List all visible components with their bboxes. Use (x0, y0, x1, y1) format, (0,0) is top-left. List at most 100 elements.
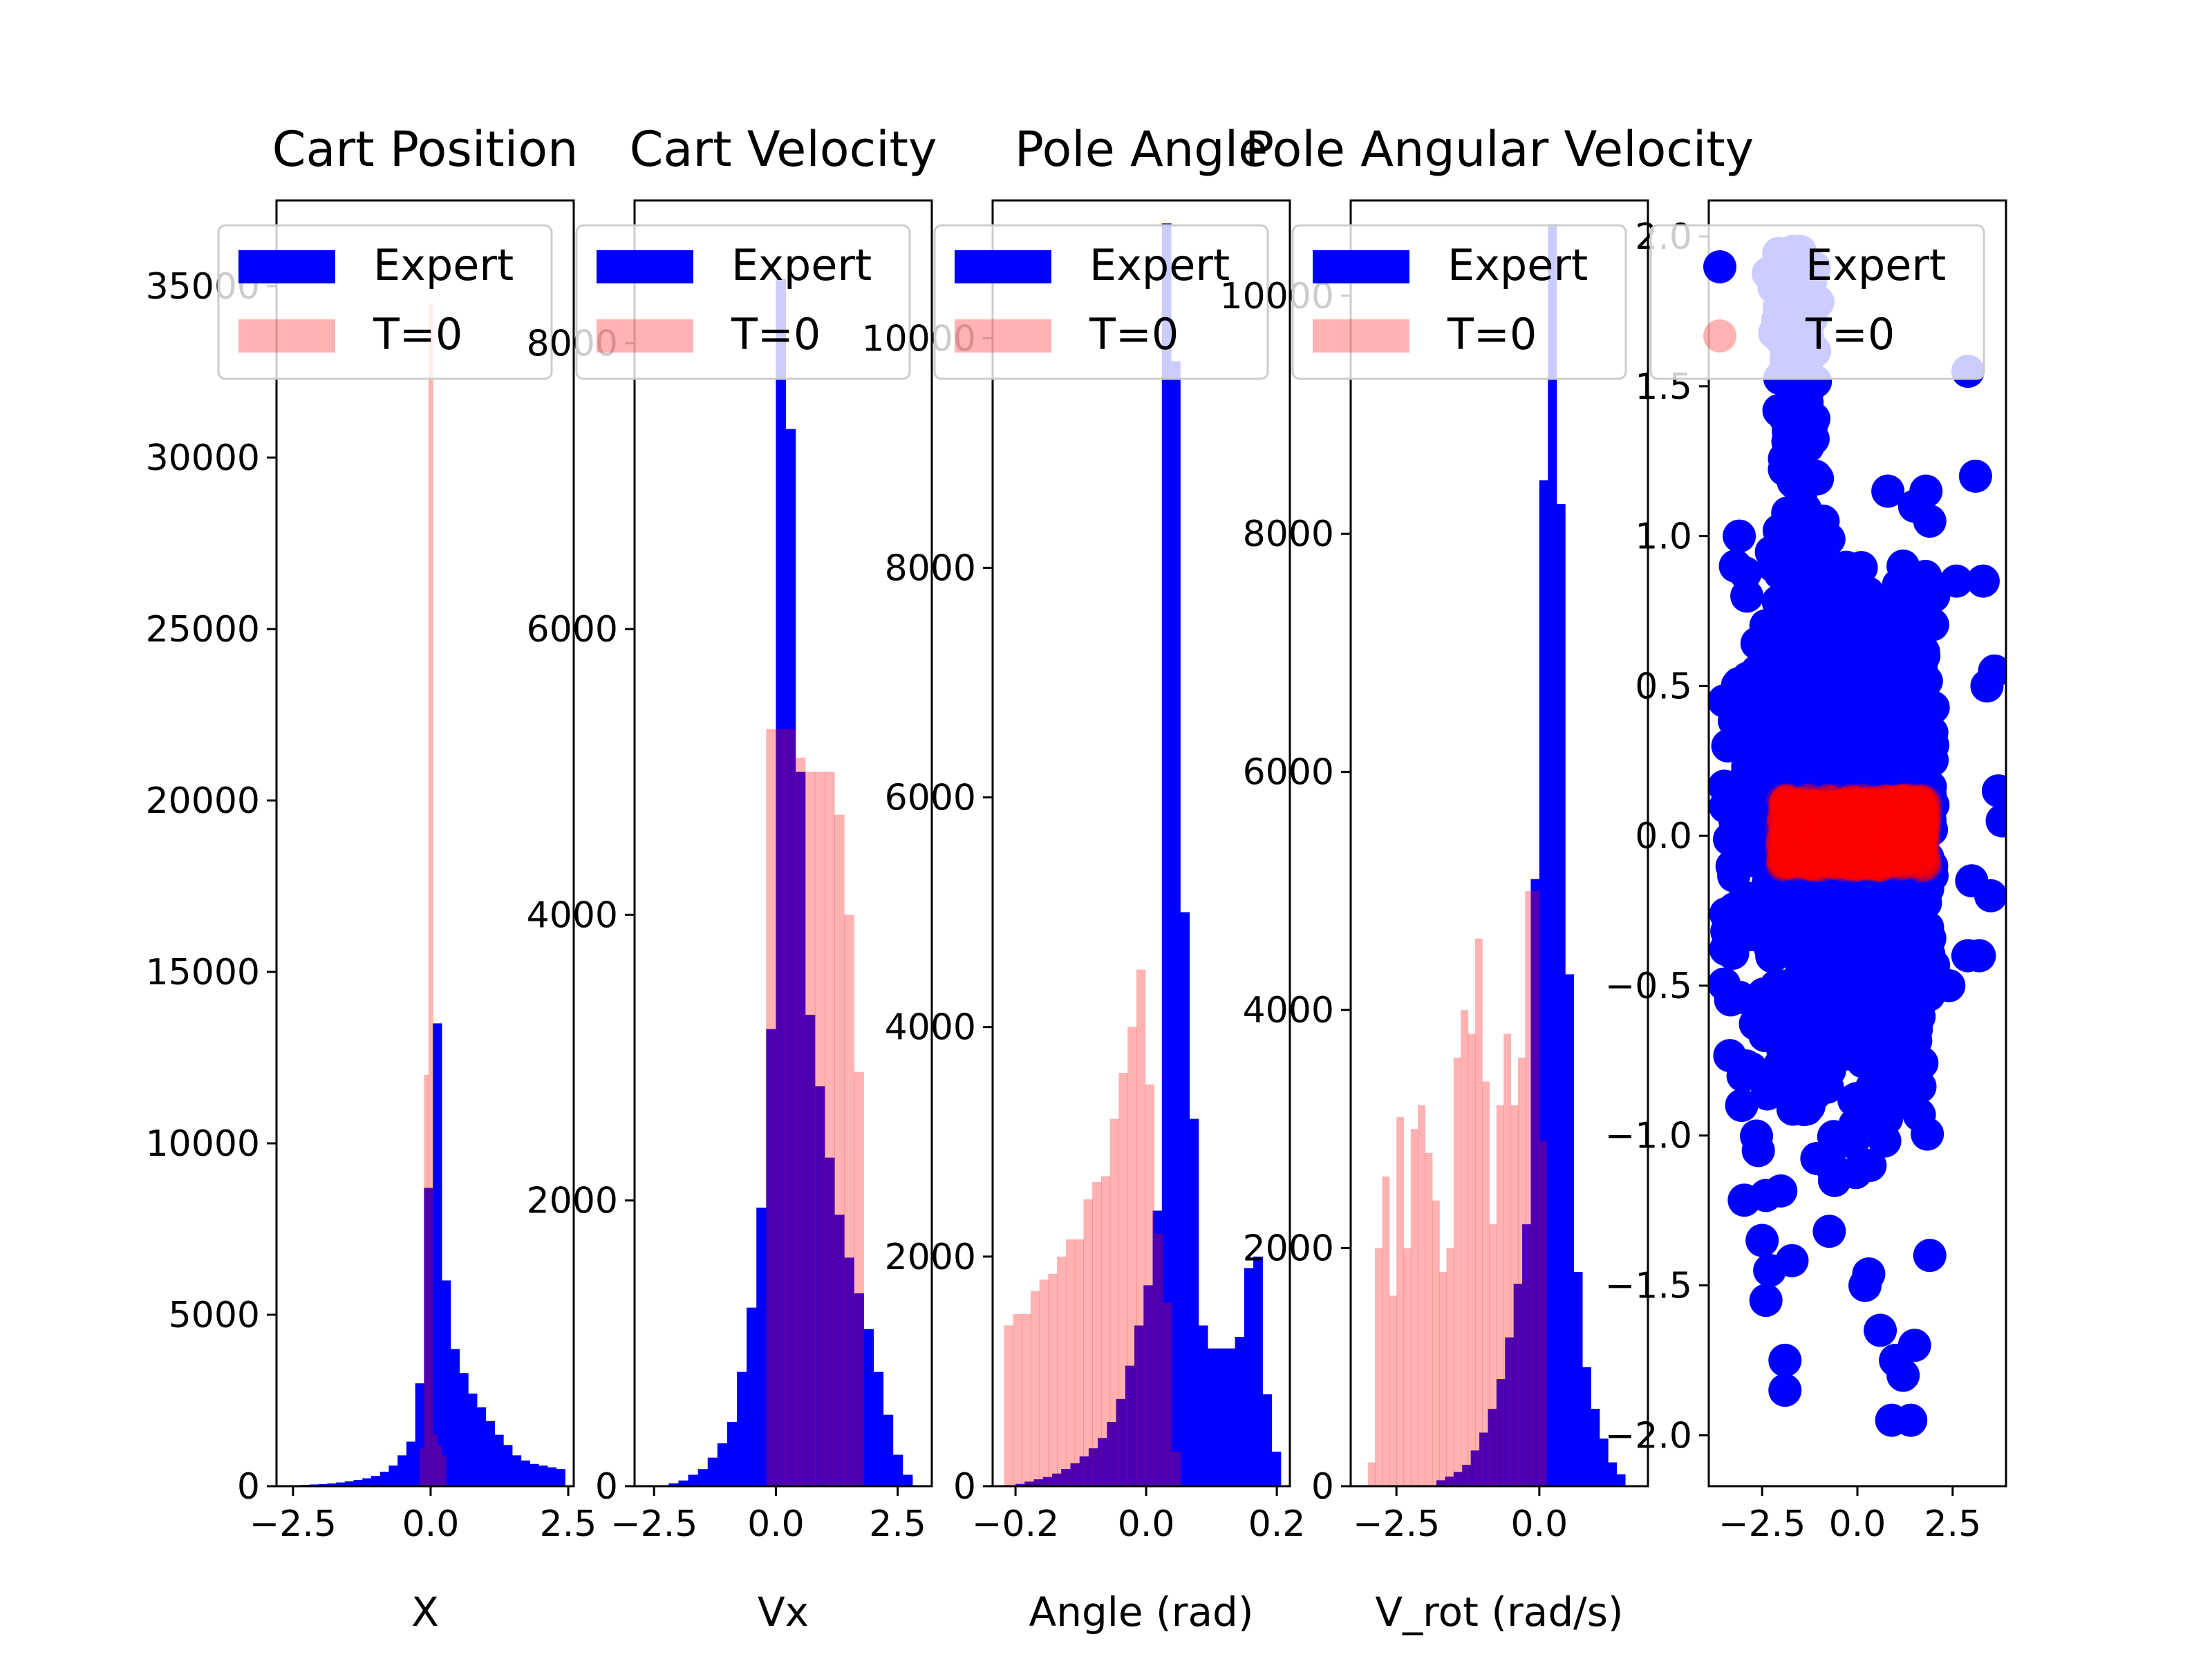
scatter-expert-point (1848, 1268, 1882, 1302)
scatter-t0-point (1901, 803, 1935, 837)
scatter-t0-point (1879, 820, 1913, 854)
scatter-t0-point (1888, 832, 1922, 866)
scatter-t0-point (1835, 809, 1868, 843)
cart-velocity-expert-bar (776, 279, 787, 1487)
pole-angle-t0-bar (1136, 969, 1146, 1486)
scatter-t0-point (1826, 789, 1859, 823)
pole-angular-velocity-t0-bar (1525, 890, 1533, 1486)
scatter-t0-point (1883, 825, 1917, 859)
scatter-t0-point (1890, 799, 1924, 833)
scatter-t0-point (1904, 815, 1938, 849)
scatter-t0-point (1824, 826, 1858, 860)
scatter-expert-point (1727, 791, 1761, 825)
scatter-t0-point (1788, 839, 1822, 873)
scatter-t0-point (1801, 821, 1835, 854)
cart-position-expert-bar (476, 1407, 487, 1486)
cart-position-ytick-label: 10000 (146, 1123, 260, 1165)
scatter-t0-point (1832, 826, 1866, 860)
scatter-t0-point (1815, 802, 1849, 836)
scatter-t0-point (1841, 798, 1875, 832)
scatter-t0-point (1810, 832, 1844, 865)
scatter-t0-point (1786, 840, 1820, 874)
scatter-t0-point (1814, 790, 1848, 824)
scatter-t0-point (1783, 821, 1817, 854)
cart-position-xtick-label: 2.5 (540, 1503, 597, 1545)
scatter-t0-point (1784, 795, 1818, 829)
scatter-t0-point (1773, 799, 1807, 833)
scatter-t0-point (1902, 787, 1936, 821)
cart-velocity-xlabel: Vx (758, 1588, 809, 1635)
scatter-t0-point (1797, 834, 1830, 868)
scatter-t0-point (1775, 831, 1809, 865)
scatter-t0-point (1778, 792, 1812, 826)
scatter-expert-point (1753, 1253, 1787, 1287)
scatter-t0-point (1827, 797, 1861, 831)
cart-position-expert-bar (371, 1476, 381, 1486)
scatter-expert-point (1741, 1134, 1775, 1168)
scatter-t0-point (1888, 821, 1922, 854)
scatter-expert-point (1958, 459, 1992, 493)
scatter-expert-point (1750, 755, 1784, 789)
scatter-expert-point (1868, 597, 1902, 630)
scatter-expert-point (1844, 1036, 1878, 1070)
scatter-t0-point (1809, 802, 1843, 836)
scatter-t0-point (1774, 796, 1808, 830)
scatter-expert-point (1898, 911, 1932, 945)
scatter-t0-point (1767, 847, 1801, 881)
scatter-t0-point (1794, 803, 1828, 837)
cart-position-expert-bar (406, 1441, 416, 1486)
scatter-t0-point (1848, 806, 1882, 840)
pole-angular-velocity-expert-bar (1470, 1450, 1480, 1486)
pole-angle-t0-bar (1022, 1313, 1031, 1486)
scatter-t0-point (1844, 827, 1877, 861)
scatter-expert-point (1770, 713, 1803, 747)
scatter-points (1709, 234, 2006, 1437)
pole-angle-expert-bar (1207, 1348, 1217, 1486)
scatter-t0-point (1794, 788, 1828, 822)
scatter-t0-point (1807, 838, 1841, 872)
cart-position-t0-bar (424, 1074, 429, 1486)
scatter-t0-point (1777, 847, 1811, 881)
scatter-t0-point (1866, 817, 1900, 851)
scatter-t0-point (1864, 841, 1897, 875)
pole-angle-expert-bar (1079, 1456, 1089, 1486)
scatter-t0-point (1794, 821, 1828, 854)
cart-velocity-expert-bar (727, 1422, 738, 1486)
cart-position-expert-bar (362, 1478, 372, 1486)
pole-angular-velocity-expert-bar (1539, 480, 1548, 1487)
pole-angle-expert-bar (1152, 1210, 1163, 1486)
cart-velocity-expert-bar (707, 1457, 718, 1486)
scatter-t0-point (1797, 789, 1830, 823)
scatter-t0-point (1900, 820, 1934, 854)
scatter-t0-point (1786, 807, 1820, 841)
scatter-t0-point (1802, 816, 1836, 850)
pole-angular-velocity-expert-bar (1496, 1379, 1506, 1486)
cart-position-ytick-label: 0 (237, 1466, 260, 1508)
scatter-t0-point (1822, 820, 1856, 854)
scatter-t0-point (1859, 815, 1893, 849)
scatter-t0-point (1815, 821, 1848, 855)
cart-position-expert-bar (468, 1394, 478, 1486)
pole-angle-expert-bar (1033, 1479, 1044, 1486)
scatter-t0-point (1862, 818, 1896, 852)
legend-label-t0: T=0 (1447, 309, 1537, 359)
cart-position-xtick-label: 0.0 (402, 1503, 460, 1545)
cart-position-axes-frame (275, 199, 575, 1488)
scatter-t0-point (1842, 788, 1876, 822)
scatter-expert-point (1821, 579, 1855, 613)
cart-position-t0-bar (441, 1455, 447, 1486)
pole-angle-expert-bar (1098, 1438, 1107, 1486)
cart-position-expert-bar (494, 1434, 504, 1486)
pole-angle-expert-bar (1143, 1285, 1154, 1486)
scatter-t0-point (1767, 843, 1801, 877)
pole-angular-velocity-expert-bar (1436, 1480, 1446, 1486)
scatter-expert-point (1879, 823, 1913, 856)
scatter-t0-point (1895, 802, 1929, 836)
scatter-t0-point (1794, 838, 1828, 872)
cart-position-t0-bar (433, 1434, 438, 1486)
scatter-expert-point (1718, 549, 1752, 583)
pole-angle-ytick-label: 4000 (885, 1007, 976, 1049)
pole-angle-t0-bar (1100, 1176, 1111, 1486)
cart-velocity-expert-bar (795, 771, 806, 1486)
